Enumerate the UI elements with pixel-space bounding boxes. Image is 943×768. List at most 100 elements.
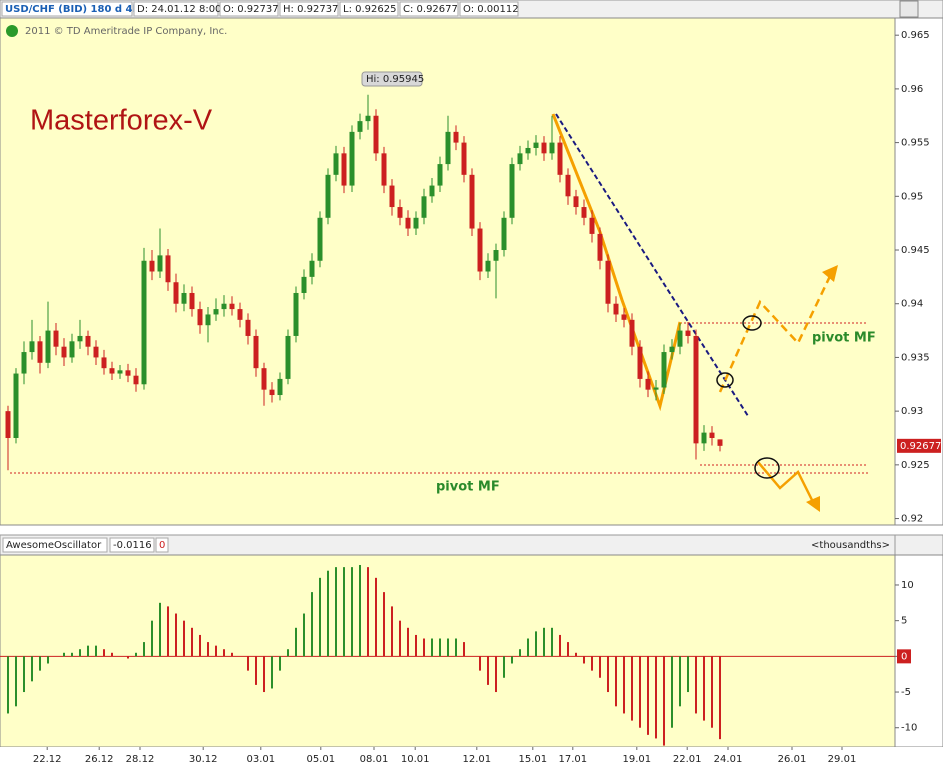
osc-bar — [159, 602, 161, 657]
x-tick-label: 29.01 — [828, 754, 857, 765]
candle-body — [381, 153, 387, 186]
osc-bar — [719, 656, 721, 740]
osc-value: -0.0116 — [113, 540, 152, 551]
candle-body — [461, 142, 467, 175]
x-tick-label: 12.01 — [462, 754, 491, 765]
info-icon[interactable] — [6, 25, 18, 37]
osc-bar — [487, 656, 489, 685]
osc-bar — [95, 645, 97, 657]
candle-body — [621, 314, 627, 320]
osc-bar — [655, 656, 657, 739]
osc-bar — [399, 620, 401, 657]
candle-body — [109, 368, 115, 374]
osc-bar — [479, 656, 481, 671]
header-field — [133, 1, 219, 17]
candle-body — [317, 217, 323, 261]
osc-bar — [455, 638, 457, 657]
window-button[interactable] — [899, 0, 919, 18]
candle-body — [197, 309, 203, 326]
osc-bar — [319, 577, 321, 657]
osc-title: AwesomeOscillator — [6, 540, 102, 551]
osc-bar — [431, 638, 433, 657]
candle-body — [245, 319, 251, 336]
osc-bar — [231, 652, 233, 657]
candle-body — [709, 432, 715, 438]
osc-bar — [391, 606, 393, 657]
osc-bar — [63, 652, 65, 657]
osc-bar — [335, 567, 337, 657]
candle-body — [485, 260, 491, 272]
osc-bar — [703, 656, 705, 721]
osc-bar — [39, 656, 41, 671]
header-field — [2, 537, 108, 553]
candle-body — [677, 330, 683, 347]
candle-body — [213, 309, 219, 315]
header-field — [279, 1, 339, 17]
osc-bar — [463, 642, 465, 657]
osc-bar — [207, 642, 209, 657]
hi-label: Hi: 0.95945 — [366, 74, 424, 85]
y-tick-label: 0.925 — [901, 460, 930, 471]
osc-bar — [151, 620, 153, 657]
osc-bar — [87, 645, 89, 657]
candle-body — [173, 282, 179, 304]
candle-body — [269, 389, 275, 396]
watermark: Masterforex-V — [30, 105, 213, 137]
candle-body — [373, 115, 379, 154]
candle-body — [365, 115, 371, 122]
osc-bar — [127, 656, 129, 659]
candle-body — [133, 375, 139, 385]
osc-bar — [247, 656, 249, 671]
candle-body — [333, 153, 339, 175]
candle-body — [453, 131, 459, 143]
osc-bar — [71, 652, 73, 657]
candle-body — [53, 330, 59, 347]
last-price-badge — [897, 438, 941, 453]
candle-body — [597, 233, 603, 261]
osc-bar — [191, 627, 193, 657]
header-field — [1, 1, 133, 17]
x-tick-label: 15.01 — [518, 754, 547, 765]
osc-bar — [623, 656, 625, 714]
osc-bar — [383, 592, 385, 657]
candle-body — [437, 164, 443, 186]
osc-bar — [447, 638, 449, 657]
osc-bar — [607, 656, 609, 693]
osc-units: <thousandths> — [811, 540, 890, 551]
x-tick-label: 24.01 — [714, 754, 743, 765]
candle-body — [397, 207, 403, 218]
osc-bar — [375, 577, 377, 657]
y-tick-label: 0.94 — [901, 299, 923, 310]
osc-bar — [367, 567, 369, 657]
osc-bar — [503, 656, 505, 678]
candle-body — [149, 260, 155, 272]
candle-body — [557, 142, 563, 175]
candle-body — [661, 352, 667, 388]
y-tick-label: 10 — [901, 580, 914, 591]
arrow-head — [806, 496, 820, 512]
candle-body — [325, 174, 331, 218]
candle-body — [493, 250, 499, 261]
osc-bar — [599, 656, 601, 678]
candle-body — [93, 346, 99, 358]
osc-bar — [535, 631, 537, 657]
axes: 0.92 0.925 0.93 0.935 0.94 0.945 0.95 0.955 0.96… — [33, 30, 941, 765]
osc-bar — [287, 649, 289, 657]
osc-bar — [415, 634, 417, 657]
osc-bar — [407, 627, 409, 657]
candle-body — [581, 207, 587, 218]
osc-bar — [111, 652, 113, 657]
osc-bar — [519, 649, 521, 657]
wave-line — [551, 113, 682, 412]
candle-body — [165, 255, 171, 283]
candle-body — [605, 260, 611, 304]
x-tick-label: 26.01 — [778, 754, 807, 765]
candle-body — [405, 217, 411, 229]
osc-bar — [279, 656, 281, 671]
header-symbol: USD/CHF (BID) 180 d 4h — [5, 4, 140, 15]
candle-body — [293, 292, 299, 336]
forecast-down — [757, 461, 816, 505]
osc-bar — [351, 567, 353, 657]
candle-body — [549, 142, 555, 154]
